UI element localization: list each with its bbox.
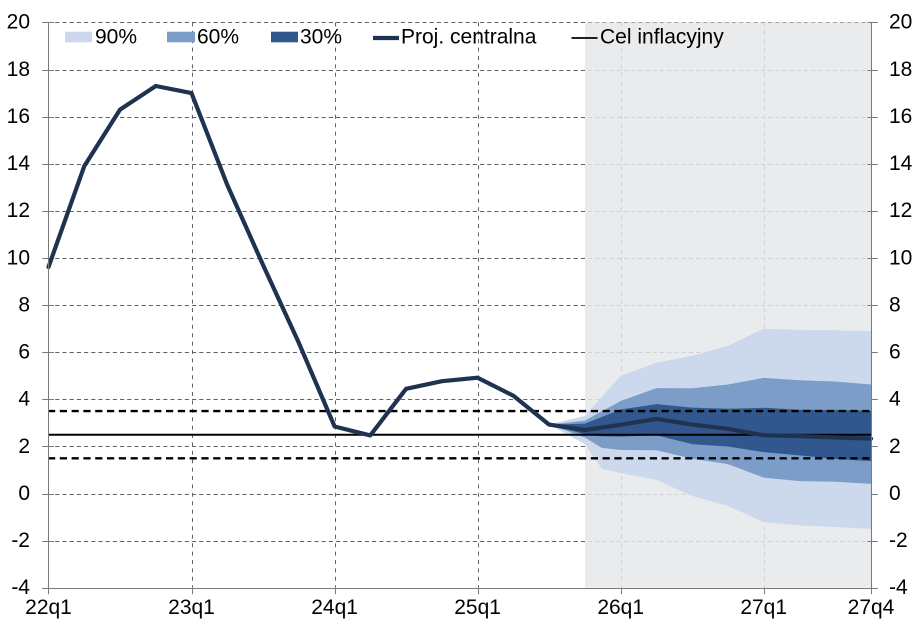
svg-text:22q1: 22q1 [25,596,72,619]
svg-text:4: 4 [18,388,30,411]
svg-text:8: 8 [889,293,901,316]
svg-text:18: 18 [889,58,912,81]
svg-text:14: 14 [7,152,31,175]
svg-text:2: 2 [889,435,901,458]
svg-text:-2: -2 [889,529,908,552]
svg-text:16: 16 [7,105,30,128]
svg-text:27q1: 27q1 [740,596,787,619]
svg-text:-4: -4 [889,576,908,599]
svg-text:18: 18 [7,58,30,81]
svg-text:8: 8 [18,293,30,316]
svg-text:16: 16 [889,105,912,128]
svg-text:6: 6 [889,341,901,364]
svg-text:10: 10 [889,246,912,269]
svg-text:20: 20 [7,11,30,34]
svg-text:23q1: 23q1 [168,596,215,619]
svg-text:Proj. centralna: Proj. centralna [401,26,537,49]
svg-text:0: 0 [18,482,30,505]
svg-text:30%: 30% [300,26,342,49]
svg-text:10: 10 [7,246,30,269]
svg-text:2: 2 [18,435,30,458]
svg-text:0: 0 [889,482,901,505]
svg-text:12: 12 [7,199,30,222]
svg-text:27q4: 27q4 [848,596,895,619]
svg-text:26q1: 26q1 [597,596,644,619]
svg-text:90%: 90% [95,26,137,49]
svg-text:20: 20 [889,11,912,34]
svg-text:25q1: 25q1 [454,596,501,619]
svg-text:14: 14 [889,152,913,175]
svg-text:4: 4 [889,388,901,411]
svg-text:-2: -2 [11,529,30,552]
svg-text:Cel inflacyjny: Cel inflacyjny [600,26,724,49]
svg-text:24q1: 24q1 [311,596,358,619]
svg-text:6: 6 [18,341,30,364]
svg-text:12: 12 [889,199,912,222]
svg-text:60%: 60% [197,26,239,49]
svg-text:-4: -4 [11,576,30,599]
